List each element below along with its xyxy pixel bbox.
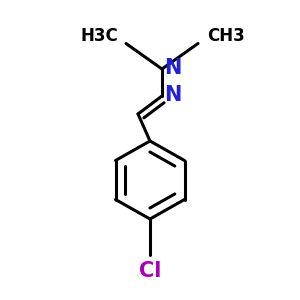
Text: H3C: H3C <box>81 27 118 45</box>
Text: N: N <box>164 85 182 105</box>
Text: N: N <box>164 58 182 78</box>
Text: CH3: CH3 <box>207 27 245 45</box>
Text: Cl: Cl <box>139 261 161 281</box>
